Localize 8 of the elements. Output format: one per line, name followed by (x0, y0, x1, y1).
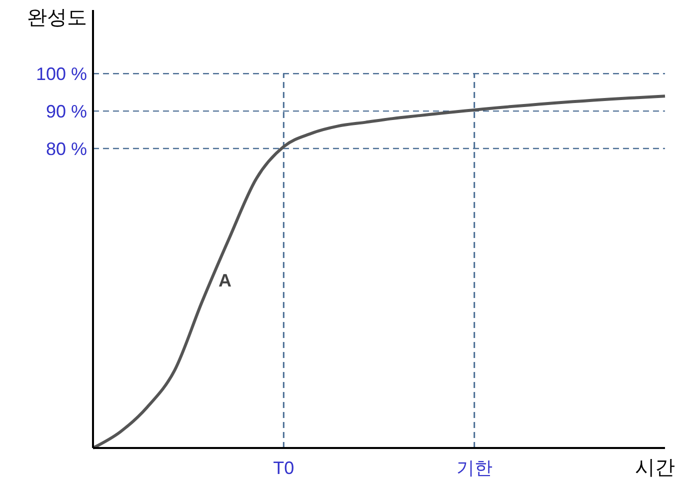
y-tick-label: 100 % (36, 64, 87, 84)
x-tick-label: T0 (273, 458, 294, 478)
annotation: A (218, 270, 232, 290)
y-tick-label: 80 % (46, 138, 87, 159)
x-axis-title: 시간 (635, 457, 675, 479)
y-tick-label: 90 % (46, 101, 87, 122)
x-tick-label: 기한 (456, 458, 492, 478)
y-axis-title: 완성도 (27, 7, 87, 29)
